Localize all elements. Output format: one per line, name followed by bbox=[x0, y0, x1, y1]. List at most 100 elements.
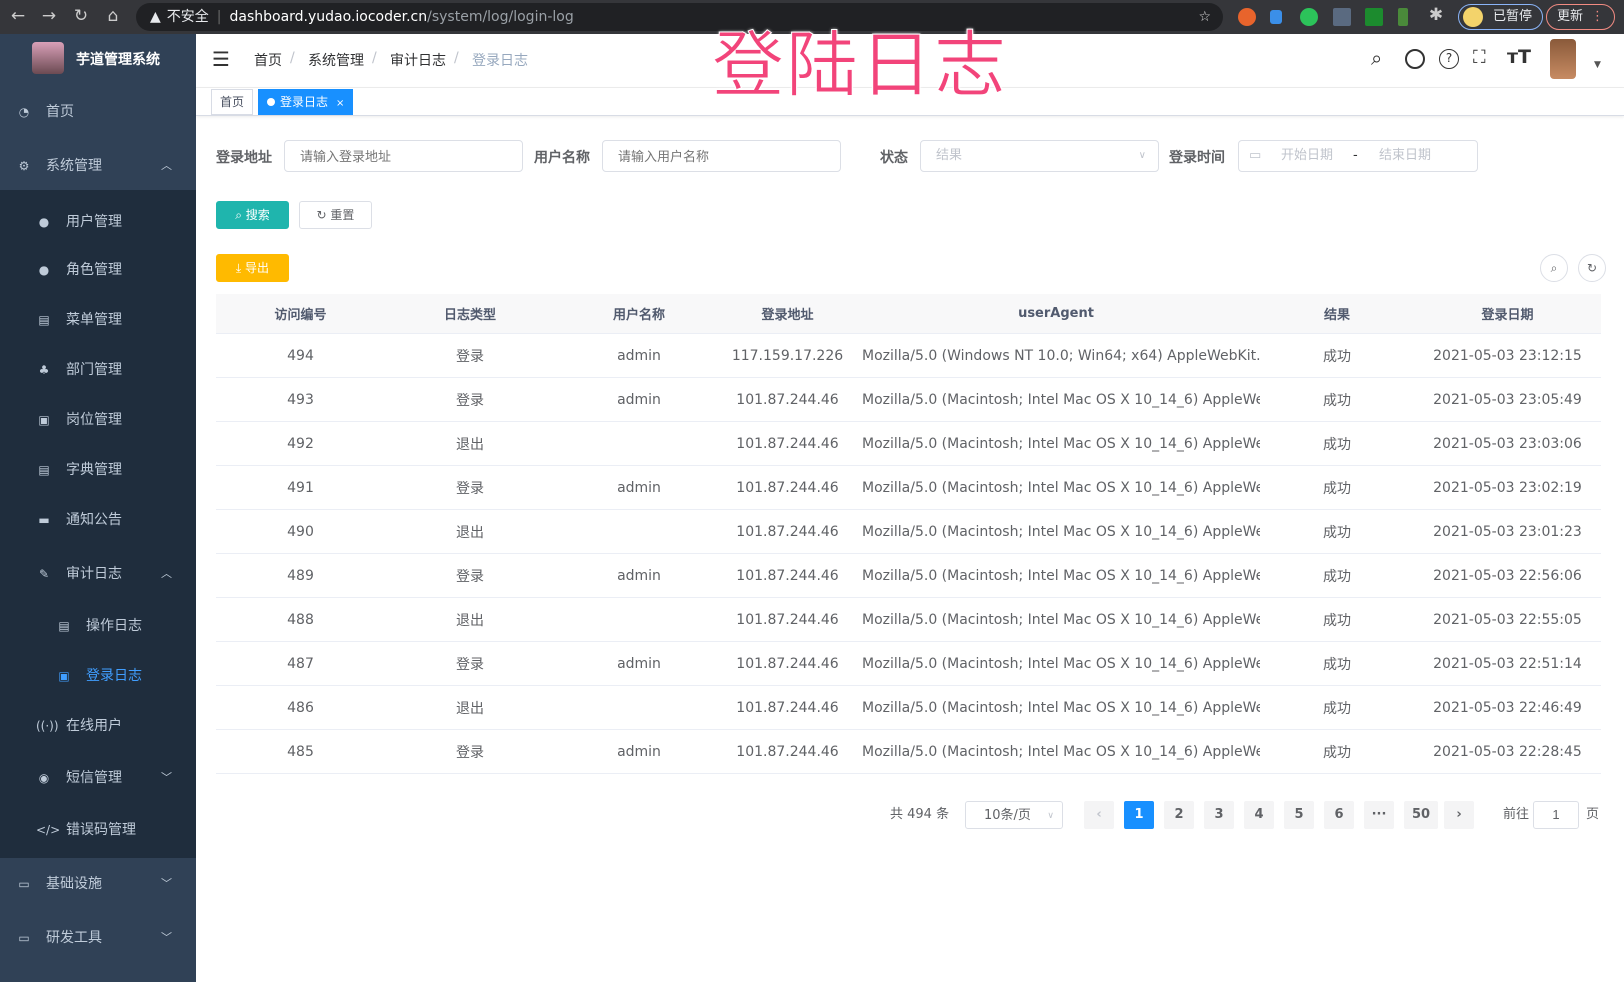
sidebar-item-0[interactable]: ◔ 首页 bbox=[0, 87, 196, 143]
submenu-background bbox=[0, 190, 196, 858]
breadcrumb-item[interactable]: 审计日志 bbox=[390, 53, 446, 69]
reload-icon[interactable]: ↻ bbox=[73, 6, 89, 26]
extension-icon[interactable] bbox=[1238, 8, 1256, 26]
tag-login-log[interactable]: 登录日志 × bbox=[258, 89, 354, 115]
page-button-···[interactable]: ··· bbox=[1364, 801, 1394, 829]
close-icon[interactable]: × bbox=[336, 98, 345, 109]
url-host: dashboard.yudao.iocoder.cn bbox=[229, 9, 428, 25]
table-row[interactable]: 487 登录 admin 101.87.244.46 Mozilla/5.0 (Maci… bbox=[216, 642, 1601, 686]
sidebar-item-9[interactable]: ✎ 审计日志 ︿ bbox=[0, 549, 196, 599]
table-row[interactable]: 492 退出 101.87.244.46 Mozilla/5.0 (Macintosh… bbox=[216, 422, 1601, 466]
status-select[interactable]: 结果 ∨ bbox=[920, 140, 1159, 172]
sidebar-item-2[interactable]: ● 用户管理 bbox=[0, 197, 196, 247]
table-cell: 成功 bbox=[1323, 700, 1351, 717]
help-icon[interactable]: ? bbox=[1439, 49, 1459, 69]
validCode-icon: ◉ bbox=[38, 771, 50, 785]
breadcrumb-item[interactable]: 登录日志 bbox=[472, 53, 528, 69]
table-cell: Mozilla/5.0 (Macintosh; Intel Mac OS X 1… bbox=[862, 479, 1260, 496]
table-row[interactable]: 486 退出 101.87.244.46 Mozilla/5.0 (Macintosh… bbox=[216, 686, 1601, 730]
extension-gem-icon[interactable] bbox=[1270, 10, 1282, 24]
extensions-puzzle-icon[interactable]: ✱ bbox=[1428, 5, 1444, 25]
extension-leaf-icon[interactable] bbox=[1398, 8, 1408, 26]
sidebar-item-3[interactable]: ● 角色管理 bbox=[0, 245, 196, 295]
page-button-5[interactable]: 5 bbox=[1284, 801, 1314, 829]
back-icon[interactable]: ← bbox=[10, 6, 26, 26]
sidebar-item-5[interactable]: ♣ 部门管理 bbox=[0, 345, 196, 395]
table-cell: 成功 bbox=[1323, 348, 1351, 365]
address-input[interactable] bbox=[284, 140, 523, 172]
sidebar-item-1[interactable]: ⚙ 系统管理 ︿ bbox=[0, 141, 196, 197]
reset-button[interactable]: ↻ 重置 bbox=[299, 201, 372, 229]
menu-dots-icon: ⋮ bbox=[1591, 9, 1605, 24]
page-button-4[interactable]: 4 bbox=[1244, 801, 1274, 829]
table-cell: 成功 bbox=[1323, 480, 1351, 497]
profile-button[interactable]: 已暂停 bbox=[1458, 4, 1544, 30]
font-size-icon[interactable]: тT bbox=[1507, 46, 1531, 68]
page-button-3[interactable]: 3 bbox=[1204, 801, 1234, 829]
toggle-search-button[interactable]: ⌕ bbox=[1540, 254, 1568, 282]
sidebar-item-8[interactable]: ▬ 通知公告 bbox=[0, 495, 196, 545]
sidebar-logo[interactable]: 芋道管理系统 bbox=[0, 34, 196, 88]
bookmark-star-icon[interactable]: ☆ bbox=[1198, 9, 1211, 25]
sidebar-item-label: 短信管理 bbox=[66, 770, 122, 786]
table-row[interactable]: 489 登录 admin 101.87.244.46 Mozilla/5.0 (Maci… bbox=[216, 554, 1601, 598]
page-button-2[interactable]: 2 bbox=[1164, 801, 1194, 829]
gear-icon: ⚙ bbox=[18, 159, 30, 173]
caret-down-icon[interactable]: ▼ bbox=[1594, 60, 1601, 70]
sidebar-item-11[interactable]: ▣ 登录日志 bbox=[0, 651, 196, 701]
goto-page-input[interactable] bbox=[1533, 801, 1579, 829]
sidebar-item-label: 用户管理 bbox=[66, 214, 122, 230]
start-date-input[interactable]: 开始日期 bbox=[1281, 148, 1334, 163]
hamburger-icon[interactable]: ☰ bbox=[212, 47, 230, 71]
home-icon[interactable]: ⌂ bbox=[107, 6, 119, 26]
table-row[interactable]: 488 退出 101.87.244.46 Mozilla/5.0 (Macintosh… bbox=[216, 598, 1601, 642]
sidebar-item-6[interactable]: ▣ 岗位管理 bbox=[0, 395, 196, 445]
sidebar-item-16[interactable]: ▭ 研发工具 ﹀ bbox=[0, 913, 196, 969]
update-button[interactable]: 更新 ⋮ bbox=[1546, 4, 1616, 30]
sidebar-item-12[interactable]: ((·)) 在线用户 bbox=[0, 701, 196, 751]
page-button-1[interactable]: 1 bbox=[1124, 801, 1154, 829]
extension-on-icon[interactable] bbox=[1365, 8, 1383, 26]
table-row[interactable]: 493 登录 admin 101.87.244.46 Mozilla/5.0 (Maci… bbox=[216, 378, 1601, 422]
date-range-picker[interactable]: ▭ 开始日期 - 结束日期 bbox=[1238, 140, 1478, 172]
refresh-table-button[interactable]: ↻ bbox=[1578, 254, 1606, 282]
prev-page-button[interactable]: ‹ bbox=[1084, 801, 1114, 829]
github-icon[interactable] bbox=[1405, 49, 1425, 69]
end-date-input[interactable]: 结束日期 bbox=[1379, 148, 1432, 163]
search-button[interactable]: ⌕ 搜索 bbox=[216, 201, 289, 229]
fullscreen-icon[interactable]: ⛶ bbox=[1473, 47, 1486, 68]
breadcrumb-item[interactable]: 首页 bbox=[254, 53, 282, 69]
extension-grid-icon[interactable] bbox=[1333, 8, 1351, 26]
sidebar-item-7[interactable]: ▤ 字典管理 bbox=[0, 445, 196, 495]
forward-icon[interactable]: → bbox=[41, 6, 57, 26]
table-row[interactable]: 490 退出 101.87.244.46 Mozilla/5.0 (Macintosh… bbox=[216, 510, 1601, 554]
breadcrumb-item[interactable]: 系统管理 bbox=[308, 53, 364, 69]
export-button[interactable]: ⤓ 导出 bbox=[216, 254, 289, 282]
sidebar-item-label: 部门管理 bbox=[66, 362, 122, 378]
table-row[interactable]: 494 登录 admin 117.159.17.226 Mozilla/5.0 (Win… bbox=[216, 334, 1601, 378]
username-input[interactable] bbox=[602, 140, 841, 172]
address-bar[interactable]: ▲ 不安全 | dashboard.yudao.iocoder.cn/system/l… bbox=[136, 3, 1223, 31]
sidebar-item-label: 登录日志 bbox=[86, 668, 142, 684]
table-row[interactable]: 485 登录 admin 101.87.244.46 Mozilla/5.0 (Maci… bbox=[216, 730, 1601, 774]
username-label: 用户名称 bbox=[534, 150, 590, 166]
table-cell: 退出 bbox=[456, 612, 484, 629]
table-row[interactable]: 491 登录 admin 101.87.244.46 Mozilla/5.0 (Maci… bbox=[216, 466, 1601, 510]
tag-home[interactable]: 首页 bbox=[211, 89, 254, 115]
sidebar-item-10[interactable]: ▤ 操作日志 bbox=[0, 601, 196, 651]
extension-y-icon[interactable] bbox=[1300, 8, 1318, 26]
search-icon[interactable]: ⌕ bbox=[1371, 46, 1383, 70]
sidebar-item-14[interactable]: </> 错误码管理 bbox=[0, 805, 196, 855]
search-label: 搜索 bbox=[245, 208, 270, 222]
table-cell: 登录 bbox=[456, 568, 484, 585]
sidebar-item-15[interactable]: ▭ 基础设施 ﹀ bbox=[0, 859, 196, 915]
page-size-select[interactable]: 10条/页 ∨ bbox=[965, 801, 1063, 829]
avatar[interactable] bbox=[1550, 39, 1576, 79]
next-page-button[interactable]: › bbox=[1444, 801, 1474, 829]
sidebar-item-4[interactable]: ▤ 菜单管理 bbox=[0, 295, 196, 345]
page-button-6[interactable]: 6 bbox=[1324, 801, 1354, 829]
post-icon: ▣ bbox=[38, 413, 50, 427]
sidebar-item-13[interactable]: ◉ 短信管理 ﹀ bbox=[0, 753, 196, 803]
table-cell: 登录 bbox=[456, 392, 484, 409]
page-button-50[interactable]: 50 bbox=[1404, 801, 1438, 829]
